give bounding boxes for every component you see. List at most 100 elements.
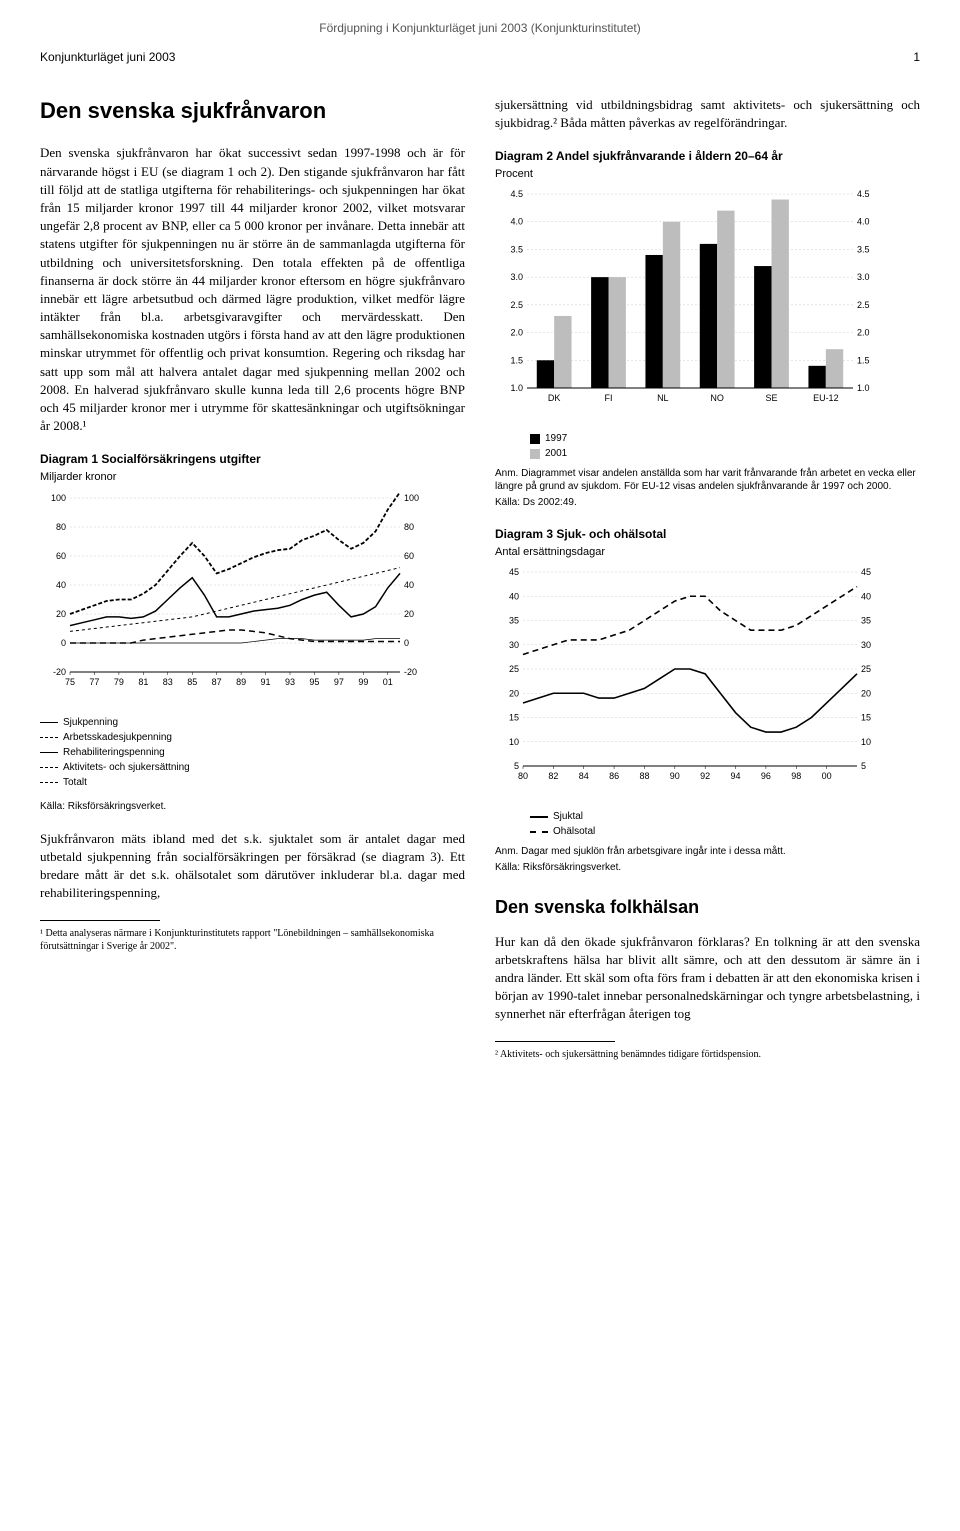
svg-text:01: 01	[383, 677, 393, 687]
svg-text:DK: DK	[548, 393, 561, 403]
svg-text:84: 84	[579, 771, 589, 781]
svg-text:90: 90	[670, 771, 680, 781]
footnote-2: ² Aktivitets- och sjukersättning benämnd…	[495, 1048, 920, 1061]
svg-text:60: 60	[56, 551, 66, 561]
svg-text:80: 80	[518, 771, 528, 781]
svg-text:98: 98	[791, 771, 801, 781]
chart3-title: Diagram 3 Sjuk- och ohälsotal	[495, 526, 920, 543]
svg-text:99: 99	[358, 677, 368, 687]
svg-text:3.5: 3.5	[510, 245, 523, 255]
para-1: Den svenska sjukfrånvaron har ökat succe…	[40, 144, 465, 435]
svg-text:96: 96	[761, 771, 771, 781]
chart3-block: Diagram 3 Sjuk- och ohälsotal Antal ersä…	[495, 526, 920, 875]
svg-text:40: 40	[56, 580, 66, 590]
header-source: Fördjupning i Konjunkturläget juni 2003 …	[40, 20, 920, 37]
page-title: Den svenska sjukfrånvaron	[40, 96, 465, 127]
para-2: Sjukfrånvaron mäts ibland med det s.k. s…	[40, 830, 465, 903]
svg-text:-20: -20	[53, 667, 66, 677]
svg-text:15: 15	[861, 713, 871, 723]
svg-text:35: 35	[509, 616, 519, 626]
svg-text:2.5: 2.5	[510, 300, 523, 310]
svg-text:4.5: 4.5	[857, 189, 870, 199]
svg-text:20: 20	[56, 609, 66, 619]
page-number: 1	[913, 49, 920, 66]
svg-text:4.5: 4.5	[510, 189, 523, 199]
svg-text:83: 83	[163, 677, 173, 687]
svg-text:35: 35	[861, 616, 871, 626]
svg-text:95: 95	[309, 677, 319, 687]
svg-text:2.5: 2.5	[857, 300, 870, 310]
svg-text:40: 40	[404, 580, 414, 590]
chart3-source: Källa: Riksförsäkringsverket.	[495, 861, 920, 875]
chart1-svg: -20-200020204040606080801001007577798183…	[40, 492, 430, 712]
svg-text:3.0: 3.0	[510, 272, 523, 282]
chart1-title: Diagram 1 Socialförsäkringens utgifter	[40, 451, 465, 468]
svg-text:100: 100	[404, 493, 419, 503]
chart1-legend: SjukpenningArbetsskadesjukpenningRehabil…	[40, 716, 465, 790]
svg-text:4.0: 4.0	[510, 217, 523, 227]
svg-text:NO: NO	[710, 393, 724, 403]
svg-text:4.0: 4.0	[857, 217, 870, 227]
svg-text:97: 97	[334, 677, 344, 687]
svg-text:1.5: 1.5	[857, 355, 870, 365]
svg-text:77: 77	[89, 677, 99, 687]
svg-text:91: 91	[261, 677, 271, 687]
para-3: Hur kan då den ökade sjukfrånvaron förkl…	[495, 933, 920, 1024]
svg-text:2.0: 2.0	[510, 328, 523, 338]
svg-text:2.0: 2.0	[857, 328, 870, 338]
svg-text:93: 93	[285, 677, 295, 687]
footnote-rule-left	[40, 920, 160, 921]
svg-text:3.0: 3.0	[857, 272, 870, 282]
chart3-legend: SjuktalOhälsotal	[530, 810, 920, 839]
svg-text:81: 81	[138, 677, 148, 687]
svg-text:25: 25	[509, 664, 519, 674]
svg-text:45: 45	[509, 567, 519, 577]
svg-text:88: 88	[639, 771, 649, 781]
footnote-rule-right	[495, 1041, 615, 1042]
svg-text:0: 0	[404, 638, 409, 648]
svg-text:30: 30	[861, 640, 871, 650]
para-r1: sjukersättning vid utbildningsbidrag sam…	[495, 96, 920, 132]
doc-title: Konjunkturläget juni 2003	[40, 49, 175, 66]
chart2-title: Diagram 2 Andel sjukfrånvarande i åldern…	[495, 148, 920, 165]
svg-text:20: 20	[509, 689, 519, 699]
svg-text:0: 0	[61, 638, 66, 648]
section-heading: Den svenska folkhälsan	[495, 895, 920, 920]
svg-text:1.0: 1.0	[510, 383, 523, 393]
svg-text:85: 85	[187, 677, 197, 687]
svg-text:SE: SE	[765, 393, 777, 403]
svg-text:87: 87	[212, 677, 222, 687]
chart2-note: Anm. Diagrammet visar andelen anställda …	[495, 467, 920, 493]
chart2-block: Diagram 2 Andel sjukfrånvarande i åldern…	[495, 148, 920, 510]
chart2-legend: 19972001	[530, 432, 920, 461]
svg-text:79: 79	[114, 677, 124, 687]
chart3-subtitle: Antal ersättningsdagar	[495, 545, 920, 560]
page-header: Konjunkturläget juni 2003 1	[40, 49, 920, 66]
svg-text:1.0: 1.0	[857, 383, 870, 393]
svg-text:20: 20	[404, 609, 414, 619]
chart3-note: Anm. Dagar med sjuklön från arbetsgivare…	[495, 845, 920, 858]
svg-text:100: 100	[51, 493, 66, 503]
svg-text:45: 45	[861, 567, 871, 577]
right-column: sjukersättning vid utbildningsbidrag sam…	[495, 96, 920, 1062]
svg-text:89: 89	[236, 677, 246, 687]
footnote-1: ¹ Detta analyseras närmare i Konjunkturi…	[40, 927, 465, 953]
svg-text:1.5: 1.5	[510, 355, 523, 365]
svg-text:5: 5	[514, 761, 519, 771]
svg-text:00: 00	[822, 771, 832, 781]
svg-text:NL: NL	[657, 393, 669, 403]
svg-text:20: 20	[861, 689, 871, 699]
svg-text:60: 60	[404, 551, 414, 561]
svg-text:25: 25	[861, 664, 871, 674]
chart1-block: Diagram 1 Socialförsäkringens utgifter M…	[40, 451, 465, 813]
chart2-subtitle: Procent	[495, 167, 920, 182]
chart1-subtitle: Miljarder kronor	[40, 470, 465, 485]
svg-text:5: 5	[861, 761, 866, 771]
svg-text:82: 82	[548, 771, 558, 781]
svg-text:10: 10	[861, 737, 871, 747]
svg-text:10: 10	[509, 737, 519, 747]
svg-text:92: 92	[700, 771, 710, 781]
svg-text:EU-12: EU-12	[813, 393, 839, 403]
chart2-source: Källa: Ds 2002:49.	[495, 496, 920, 510]
svg-text:75: 75	[65, 677, 75, 687]
